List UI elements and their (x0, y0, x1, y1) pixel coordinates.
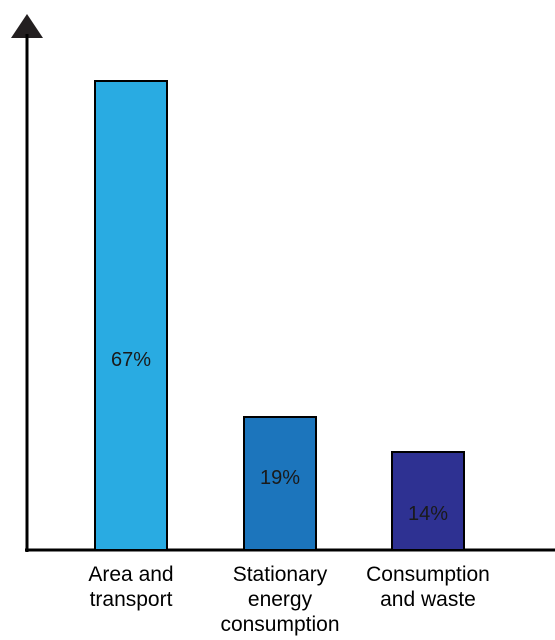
category-label-line: transport (90, 588, 173, 611)
bar-value-label-3: 14% (408, 503, 448, 525)
category-label-3: Consumption and waste (366, 563, 490, 611)
category-label-line: Stationary (233, 563, 328, 586)
category-label-line: consumption (220, 613, 339, 636)
category-label-line: Area and (88, 563, 173, 586)
category-label-2: Stationary energy consumption (220, 563, 339, 636)
bar-value-label-1: 67% (111, 349, 151, 371)
bar-1 (94, 80, 168, 551)
bar-2 (243, 416, 317, 551)
value-labels-group: 67% 19% 14% (111, 349, 448, 525)
y-axis-arrowhead (11, 14, 43, 38)
category-label-line: Consumption (366, 563, 490, 586)
category-label-line: and waste (380, 588, 476, 611)
bar-value-label-2: 19% (260, 467, 300, 489)
bar-3 (391, 451, 465, 551)
category-label-1: Area and transport (88, 563, 173, 611)
bars-group (94, 80, 465, 551)
category-labels-group: Area and transport Stationary energy consump… (88, 563, 489, 636)
category-label-line: energy (248, 588, 313, 611)
